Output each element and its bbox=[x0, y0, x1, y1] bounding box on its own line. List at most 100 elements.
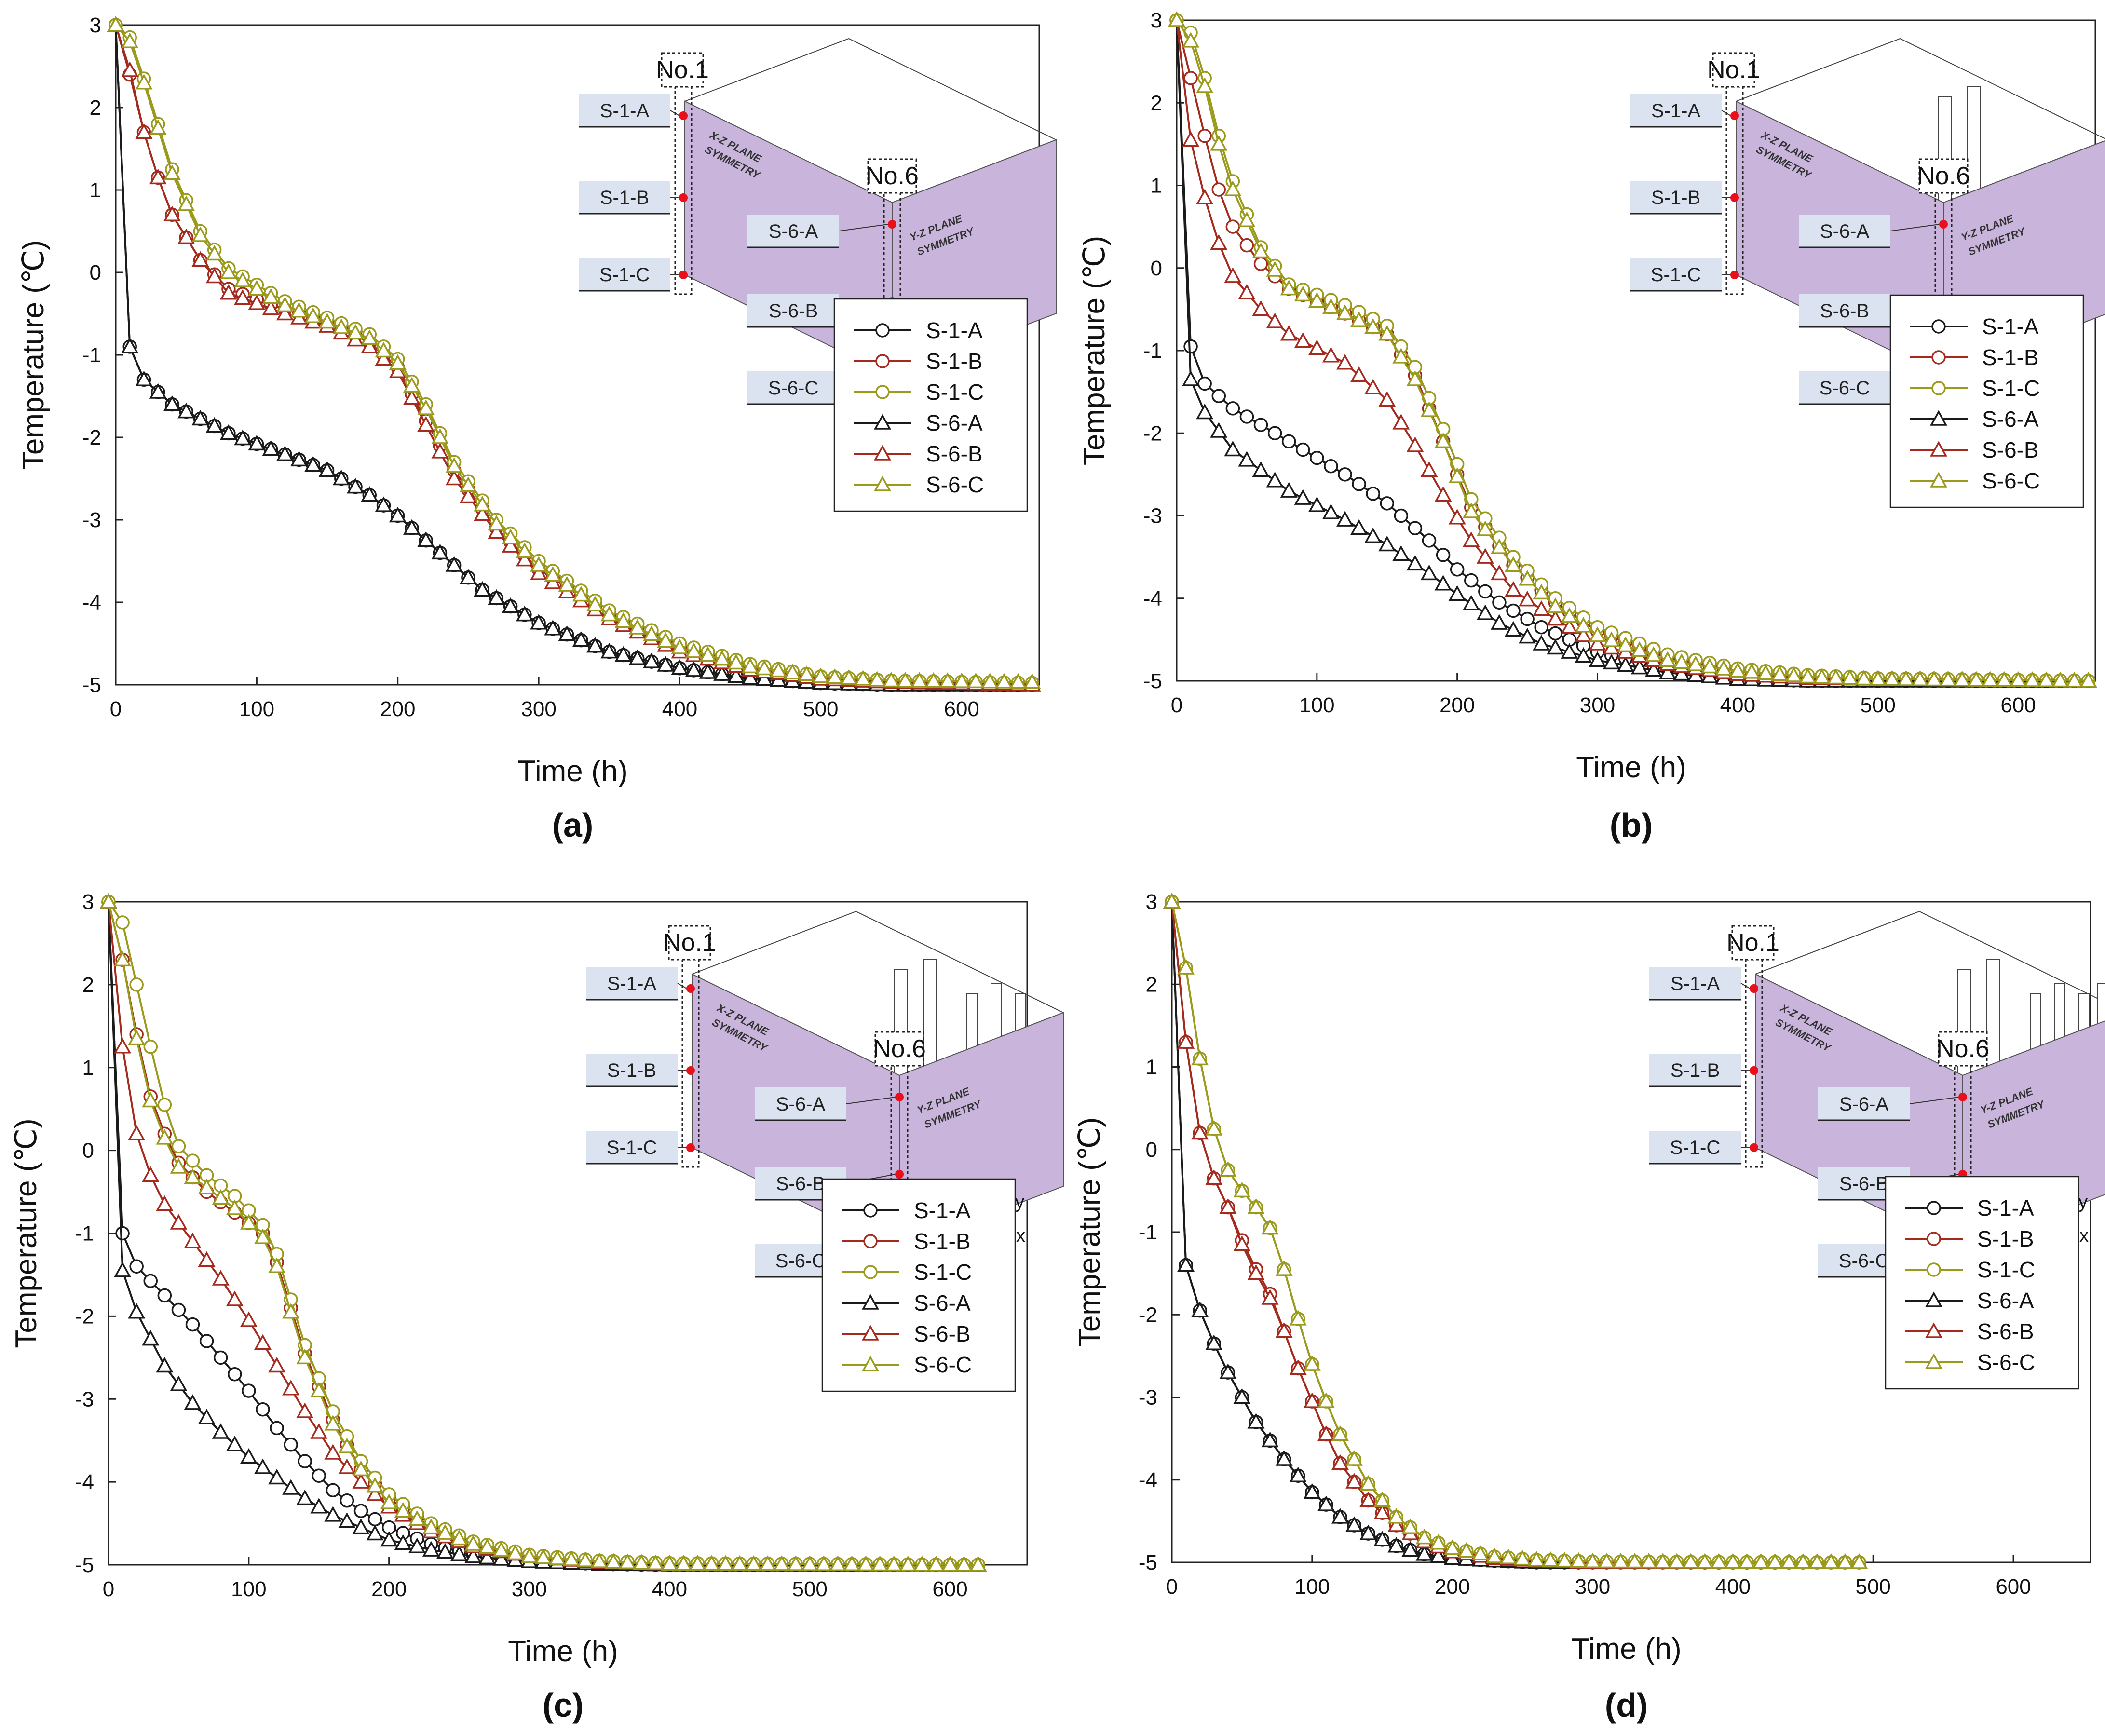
data-point-S-6-A bbox=[177, 402, 195, 419]
legend-label: S-1-B bbox=[914, 1229, 971, 1254]
data-point-S-6-A bbox=[121, 338, 139, 353]
point-no1-label: No.1 bbox=[1707, 56, 1760, 84]
data-point-S-6-C bbox=[1911, 670, 1929, 686]
data-point-S-6-C bbox=[1752, 1553, 1770, 1569]
legend: S-1-A S-1-B S-1-C S-6-A S-6-B S-6-C bbox=[1885, 1176, 2079, 1390]
y-tick-label: -1 bbox=[1139, 1221, 1157, 1244]
data-point-S-6-B bbox=[1210, 234, 1228, 250]
sensor-label: S-1-A bbox=[1670, 973, 1720, 994]
data-point-S-6-B bbox=[128, 1125, 146, 1140]
legend-label: S-6-C bbox=[1982, 468, 2040, 493]
data-point-S-6-C bbox=[1939, 671, 1957, 687]
sensor-label: S-6-A bbox=[1820, 221, 1870, 242]
sensor-label: S-6-C bbox=[1820, 378, 1870, 399]
data-point-S-6-B bbox=[296, 1402, 314, 1418]
data-point-S-6-A bbox=[1233, 1388, 1251, 1404]
data-point-S-6-C bbox=[478, 1538, 496, 1554]
sensor-label: S-6-C bbox=[1839, 1250, 1889, 1272]
data-point-S-6-A bbox=[1350, 519, 1368, 535]
data-point-S-6-C bbox=[254, 1228, 272, 1244]
x-tick-label: 400 bbox=[662, 697, 697, 721]
data-point-S-6-C bbox=[1462, 502, 1480, 518]
data-point-S-6-C bbox=[1205, 1120, 1223, 1136]
data-point-S-6-B bbox=[1205, 1169, 1223, 1185]
data-point-S-1-A bbox=[115, 1226, 130, 1241]
data-point-S-6-A bbox=[408, 1537, 426, 1553]
legend-marker bbox=[862, 1325, 879, 1341]
data-point-S-6-C bbox=[1252, 242, 1270, 258]
x-tick-label: 400 bbox=[652, 1577, 687, 1601]
legend-label: S-1-B bbox=[926, 349, 983, 374]
data-point-S-6-A bbox=[394, 1534, 412, 1550]
data-point-S-6-C bbox=[361, 329, 379, 345]
y-axis-label: Temperature (℃) bbox=[17, 240, 50, 470]
y-axis-label: Temperature (℃) bbox=[1073, 1117, 1106, 1347]
data-point-S-6-C bbox=[1869, 670, 1887, 686]
x-axis-label: Time (h) bbox=[1576, 751, 1686, 784]
data-point-S-6-A bbox=[296, 1489, 314, 1505]
data-point-S-6-B bbox=[282, 1380, 300, 1396]
data-point-S-6-C bbox=[1640, 1553, 1657, 1569]
data-point-S-6-C bbox=[170, 1158, 188, 1174]
data-point-S-6-B bbox=[338, 1458, 356, 1474]
data-point-S-1-A bbox=[1506, 603, 1521, 618]
data-point-S-6-B bbox=[1331, 1454, 1349, 1470]
data-point-S-6-B bbox=[248, 294, 266, 310]
x-tick-label: 400 bbox=[1720, 693, 1755, 717]
data-point-S-6-C bbox=[1387, 1508, 1405, 1524]
x-tick-label: 500 bbox=[792, 1577, 827, 1601]
data-point-S-6-C bbox=[1247, 1198, 1265, 1214]
data-point-S-1-C bbox=[157, 1098, 172, 1112]
data-point-S-6-C bbox=[2079, 672, 2097, 688]
data-point-S-6-C bbox=[1336, 304, 1354, 320]
x-axis-label: Time (h) bbox=[508, 1635, 618, 1668]
legend-marker bbox=[863, 1265, 878, 1279]
data-point-S-6-C bbox=[586, 596, 604, 611]
data-point-S-6-C bbox=[502, 529, 519, 544]
legend-label: S-6-B bbox=[1982, 437, 2039, 462]
data-point-S-6-C bbox=[1519, 570, 1536, 586]
data-point-S-6-C bbox=[840, 669, 858, 685]
x-tick-label: 300 bbox=[1575, 1575, 1610, 1599]
data-point-S-6-B bbox=[1392, 414, 1410, 430]
data-point-S-6-C bbox=[614, 612, 632, 628]
axis-y-label: y bbox=[1015, 1192, 1024, 1212]
y-tick-label: -4 bbox=[1139, 1468, 1157, 1492]
data-point-S-6-B bbox=[1603, 638, 1620, 655]
data-point-S-6-A bbox=[375, 496, 393, 512]
sensor-label-box bbox=[579, 181, 670, 214]
legend-marker bbox=[1930, 441, 1947, 457]
data-point-S-6-C bbox=[927, 1556, 945, 1572]
y-tick-label: 2 bbox=[90, 96, 101, 120]
legend-label: S-1-A bbox=[1982, 314, 2039, 339]
data-point-S-6-A bbox=[1345, 1516, 1363, 1532]
data-point-S-6-C bbox=[1808, 1553, 1826, 1569]
sensor-label: S-6-A bbox=[1839, 1094, 1889, 1115]
y-tick-label: -5 bbox=[1139, 1551, 1157, 1574]
legend: S-1-A S-1-B S-1-C S-6-A S-6-B S-6-C bbox=[1889, 294, 2084, 508]
data-point-S-6-B bbox=[1224, 267, 1242, 283]
x-axis-label: Time (h) bbox=[1571, 1632, 1681, 1666]
legend-marker bbox=[1931, 381, 1946, 395]
point-no1-label: No.1 bbox=[1726, 929, 1779, 957]
data-point-S-6-B bbox=[276, 304, 294, 321]
data-point-S-6-C bbox=[1561, 607, 1578, 623]
data-point-S-6-B bbox=[530, 564, 548, 580]
data-point-S-6-C bbox=[871, 1555, 889, 1572]
legend-marker bbox=[1927, 1232, 1941, 1246]
data-point-S-6-A bbox=[226, 1436, 244, 1451]
data-point-S-6-C bbox=[332, 318, 350, 334]
data-point-S-6-C bbox=[829, 1555, 847, 1571]
sensor-dot bbox=[686, 1143, 695, 1152]
legend-label: S-6-C bbox=[914, 1352, 972, 1377]
data-point-S-6-C bbox=[380, 1493, 398, 1509]
data-point-S-1-A bbox=[367, 1512, 382, 1527]
x-tick-label: 100 bbox=[231, 1577, 266, 1601]
data-point-S-6-A bbox=[1429, 1547, 1447, 1563]
y-tick-label: 3 bbox=[1151, 9, 1162, 32]
data-point-S-6-B bbox=[163, 205, 181, 222]
data-point-S-6-C bbox=[1897, 670, 1915, 686]
data-point-S-6-A bbox=[156, 1356, 174, 1373]
x-tick-label: 300 bbox=[1580, 693, 1615, 717]
